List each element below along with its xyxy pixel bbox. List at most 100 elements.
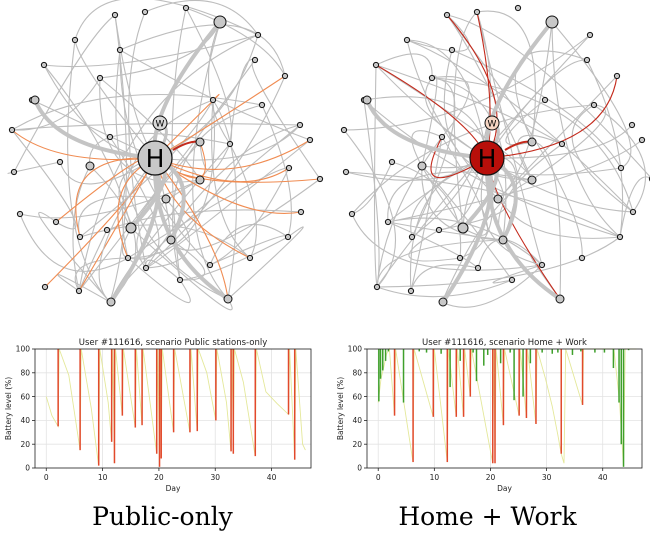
left-battery-chart: 0 10 20 30 40 0 20 40 60 80 100 User #111616, scena…: [4, 338, 312, 493]
charge-bar: [462, 349, 465, 417]
location-node: [456, 254, 464, 262]
location-node: [254, 31, 262, 39]
charge-bar: [571, 349, 574, 355]
location-node: [285, 164, 293, 172]
home-edge: [74, 39, 156, 159]
graph-edge: [446, 14, 583, 259]
charge-bar: [594, 349, 596, 353]
charge-bar: [160, 349, 162, 459]
location-node: [111, 11, 119, 19]
location-node: [493, 194, 503, 204]
graph-edge: [130, 227, 233, 311]
charge-bar: [502, 349, 505, 426]
x-tick-label: 30: [542, 473, 552, 482]
charge-bar: [141, 349, 143, 426]
location-node: [246, 254, 254, 262]
charge-bar: [215, 349, 217, 421]
x-axis-label: Day: [166, 484, 181, 493]
graph-edge: [586, 59, 624, 238]
graph-edge: [192, 21, 229, 300]
graph-edge: [431, 76, 470, 138]
x-tick-label: 30: [210, 473, 220, 482]
charge-bar: [483, 349, 485, 366]
work-node-label: W: [156, 120, 165, 130]
location-node: [348, 210, 356, 218]
y-tick-label: 100: [16, 345, 31, 354]
y-tick-label: 60: [20, 392, 30, 401]
location-node: [56, 158, 64, 166]
charge-bar: [499, 349, 502, 364]
charge-bar: [110, 349, 113, 442]
location-node: [16, 210, 24, 218]
graph-edge: [343, 129, 397, 288]
home-edge: [114, 14, 156, 159]
location-node: [628, 121, 636, 129]
location-node: [166, 235, 176, 245]
location-node: [209, 96, 217, 104]
location-node: [106, 133, 114, 141]
graph-edge: [144, 0, 259, 36]
graph-edge: [185, 7, 286, 77]
location-node: [106, 297, 116, 307]
graph-edge: [387, 139, 643, 223]
graph-edge: [410, 136, 443, 292]
home-node: [137, 140, 173, 176]
graph-edge: [406, 39, 634, 213]
location-node: [438, 297, 448, 307]
graph-edge: [551, 21, 621, 238]
location-node: [541, 96, 549, 104]
charge-bar: [560, 349, 562, 454]
work-node: [484, 115, 500, 131]
location-node: [538, 261, 546, 269]
location-node: [435, 226, 443, 234]
location-node: [583, 56, 591, 64]
location-node: [417, 161, 427, 171]
location-node: [281, 72, 289, 80]
charge-bar: [529, 349, 532, 364]
location-node: [448, 46, 456, 54]
graph-edge: [408, 229, 461, 262]
charge-bar: [475, 349, 478, 382]
graph-edge: [209, 167, 290, 266]
home-edge: [486, 124, 633, 159]
x-tick-label: 40: [267, 473, 277, 482]
graph-edge: [446, 14, 533, 181]
charge-bar: [525, 349, 528, 419]
graph-edge: [345, 171, 621, 238]
charge-bar: [622, 349, 625, 467]
charge-bar: [557, 349, 559, 353]
location-node: [182, 4, 190, 12]
graph-edge: [145, 139, 311, 269]
charge-bar: [402, 349, 405, 403]
graph-edge: [171, 7, 187, 281]
location-node: [125, 222, 137, 234]
location-node: [613, 72, 621, 80]
graph-edge: [406, 14, 470, 52]
graph-edge: [106, 209, 302, 231]
location-node: [372, 61, 380, 69]
charge-bar: [620, 349, 623, 445]
charge-bar: [232, 349, 235, 454]
location-node: [555, 294, 565, 304]
location-node: [342, 168, 350, 176]
y-tick-label: 0: [357, 464, 362, 473]
location-node: [617, 164, 625, 172]
x-tick-label: 20: [154, 473, 164, 482]
location-node: [306, 136, 314, 144]
location-node: [474, 264, 482, 272]
location-node: [340, 126, 348, 134]
location-node: [30, 95, 40, 105]
charge-bar: [469, 349, 472, 397]
graph-edge: [571, 104, 634, 213]
y-tick-label: 100: [348, 345, 363, 354]
graph-edge: [421, 165, 513, 281]
location-node: [195, 175, 205, 185]
graph-edge: [443, 49, 533, 181]
plot-frame: [34, 348, 312, 469]
graph-edge: [74, 0, 259, 41]
home-edge: [31, 99, 156, 159]
graph-edge: [109, 143, 231, 303]
location-node: [514, 4, 522, 12]
plot-frame: [366, 348, 643, 469]
location-node: [473, 8, 481, 16]
